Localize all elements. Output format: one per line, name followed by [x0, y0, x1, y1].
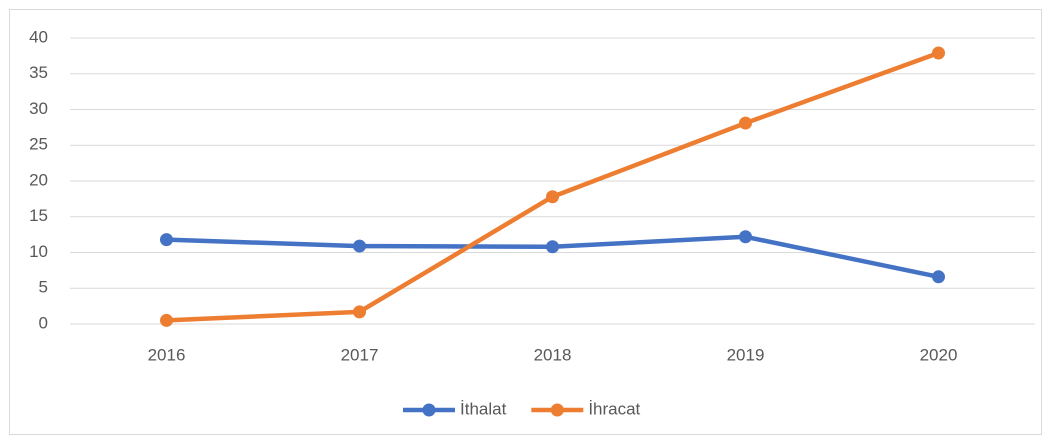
data-point [546, 190, 559, 204]
data-point [932, 270, 945, 284]
x-tick-label: 2019 [727, 345, 765, 364]
data-point [739, 230, 752, 244]
x-tick-label: 2018 [534, 345, 572, 364]
legend-label: İthalat [460, 399, 507, 418]
y-tick-label: 5 [39, 278, 48, 297]
legend-marker [550, 403, 564, 417]
data-point [546, 240, 559, 254]
y-tick-label: 20 [29, 170, 48, 189]
y-tick-label: 35 [29, 63, 48, 82]
x-tick-label: 2016 [148, 345, 186, 364]
data-point [932, 46, 945, 60]
data-point [160, 233, 173, 247]
y-tick-label: 40 [29, 27, 48, 46]
data-point [353, 305, 366, 319]
y-tick-label: 25 [29, 135, 48, 154]
x-tick-label: 2020 [920, 345, 958, 364]
legend-marker [422, 403, 436, 417]
y-tick-label: 30 [29, 99, 48, 118]
y-tick-label: 15 [29, 206, 48, 225]
data-point [739, 116, 752, 130]
y-tick-label: 10 [29, 242, 48, 261]
data-point [353, 239, 366, 253]
legend-label: İhracat [588, 399, 640, 418]
data-point [160, 313, 173, 327]
x-tick-label: 2017 [341, 345, 379, 364]
y-tick-label: 0 [39, 313, 48, 332]
